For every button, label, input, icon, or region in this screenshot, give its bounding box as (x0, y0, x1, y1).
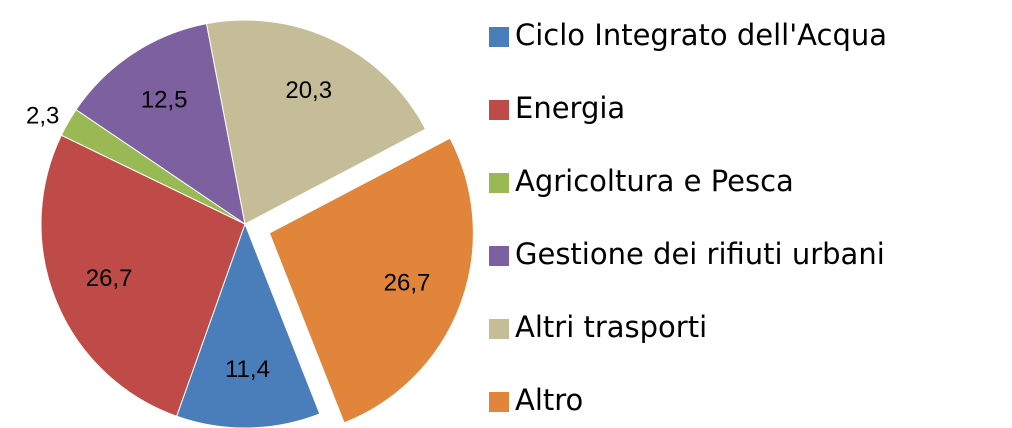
data-label: 20,3 (285, 77, 332, 104)
legend-swatch (489, 392, 509, 412)
pie-slice (75, 23, 246, 226)
legend-label: Altro (515, 383, 583, 417)
legend-swatch (489, 319, 509, 339)
data-label: 26,7 (384, 270, 431, 297)
legend-swatch (489, 173, 509, 193)
data-label: 26,7 (86, 265, 133, 292)
data-label: 2,3 (26, 102, 59, 129)
legend-swatch (489, 246, 509, 266)
pie-slice (40, 134, 246, 417)
legend-label: Gestione dei rifiuti urbani (515, 237, 885, 271)
legend-label: Agricoltura e Pesca (515, 164, 794, 198)
legend-label: Ciclo Integrato dell'Acqua (515, 18, 887, 52)
legend-swatch (489, 27, 509, 47)
legend-label: Altri trasporti (515, 310, 707, 344)
pie-slice (268, 137, 474, 424)
data-label: 12,5 (141, 87, 188, 114)
pie-slice (205, 19, 427, 225)
data-label: 11,4 (225, 356, 270, 383)
legend-label: Energia (515, 91, 625, 125)
legend-swatch (489, 100, 509, 120)
